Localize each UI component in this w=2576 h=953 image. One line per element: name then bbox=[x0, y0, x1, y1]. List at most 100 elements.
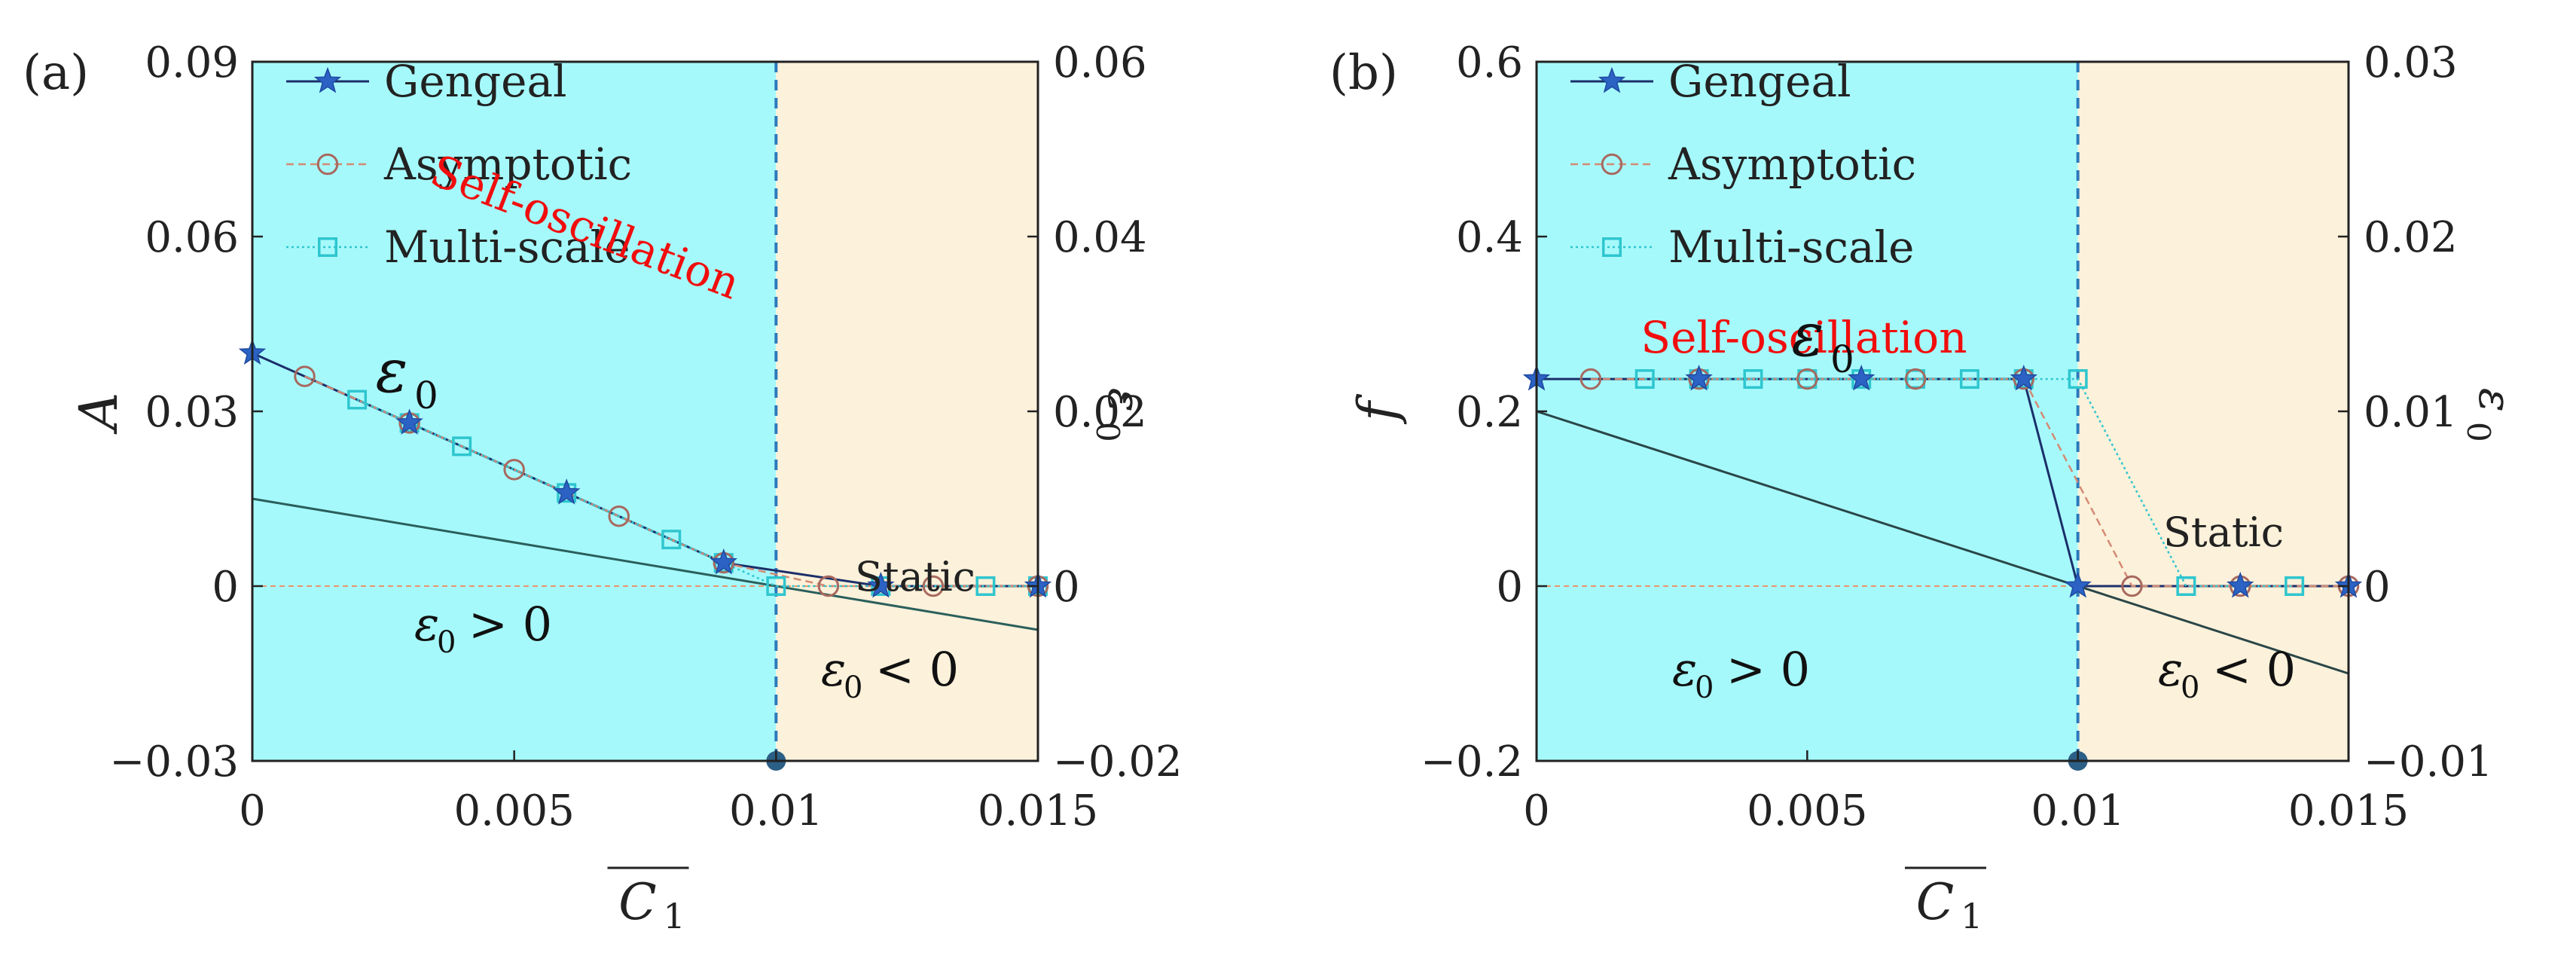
epsilon-line-label: ε bbox=[1792, 300, 1824, 370]
epsilon-line-label-subscript: 0 bbox=[414, 374, 438, 417]
x-axis-title: C bbox=[618, 873, 657, 931]
data-point-asymptotic bbox=[608, 505, 630, 527]
y-tick-label: 0.2 bbox=[1456, 388, 1523, 437]
self-oscillation-label: Self-oscillation bbox=[1641, 312, 1967, 363]
negative-condition-relation: < 0 bbox=[875, 642, 959, 697]
legend-label: Gengeal bbox=[1668, 56, 1851, 107]
y-right-title-subscript: 0 bbox=[2460, 422, 2497, 442]
x-tick-label: 0.005 bbox=[454, 787, 575, 835]
data-point-gengeal bbox=[867, 571, 895, 598]
negative-condition-relation: < 0 bbox=[2212, 642, 2296, 697]
y-right-title-symbol: ε bbox=[1097, 388, 1150, 412]
panel-label: (a) bbox=[23, 45, 89, 101]
y-tick-label: 0.03 bbox=[145, 388, 239, 437]
y-right-axis-title: ε0 bbox=[1089, 388, 1150, 442]
legend-label: Asymptotic bbox=[1668, 139, 1916, 190]
y-tick-label: 0.4 bbox=[1456, 213, 1523, 262]
legend: Gengeal Asymptotic Multi-scale bbox=[1570, 56, 1916, 273]
negative-condition-label: ε0 < 0 bbox=[2158, 642, 2296, 705]
x-axis-title-subscript: 1 bbox=[664, 896, 685, 936]
data-point-asymptotic bbox=[1904, 368, 1927, 390]
positive-condition-subscript: 0 bbox=[437, 625, 456, 660]
y-right-tick-label: 0.06 bbox=[1053, 38, 1147, 87]
y-right-tick-label: 0 bbox=[2364, 563, 2391, 612]
y-tick-label: 0 bbox=[212, 563, 239, 612]
y-tick-label: 0 bbox=[1496, 563, 1523, 612]
y-right-tick-label: 0.03 bbox=[2364, 38, 2458, 87]
data-point-gengeal bbox=[2064, 571, 2092, 598]
legend-label: Multi-scale bbox=[384, 221, 630, 273]
data-point-multi-scale bbox=[347, 389, 368, 410]
static-label: Static bbox=[855, 553, 975, 600]
data-point-gengeal bbox=[1847, 364, 1876, 391]
data-point-multi-scale bbox=[1743, 369, 1763, 389]
x-tick-label: 0 bbox=[1523, 787, 1550, 835]
x-tick-label: 0.01 bbox=[729, 787, 823, 835]
panel-label: (b) bbox=[1329, 45, 1398, 101]
data-point-asymptotic bbox=[922, 575, 945, 597]
data-point-gengeal bbox=[1685, 364, 1713, 391]
self-oscillation-region bbox=[1537, 62, 2078, 761]
data-point-asymptotic bbox=[817, 575, 840, 597]
positive-condition-subscript: 0 bbox=[1695, 670, 1714, 705]
y-right-tick-label: 0 bbox=[1053, 563, 1080, 612]
epsilon-line bbox=[252, 497, 1039, 631]
legend-marker-asymptotic bbox=[316, 153, 339, 176]
data-point-asymptotic bbox=[2121, 575, 2143, 597]
y-right-tick-label: 0.04 bbox=[1053, 213, 1147, 262]
data-point-multi-scale bbox=[1959, 369, 1979, 389]
y-right-tick-label: 0.02 bbox=[2364, 213, 2458, 262]
data-point-asymptotic bbox=[503, 459, 525, 481]
legend-marker-asymptotic bbox=[1601, 153, 1623, 176]
data-point-multi-scale bbox=[2285, 576, 2305, 596]
y-right-tick-label: 0.02 bbox=[1053, 388, 1147, 437]
data-point-multi-scale bbox=[975, 576, 996, 596]
epsilon-line-label: ε bbox=[376, 336, 408, 406]
y-right-tick-label: −0.02 bbox=[1053, 738, 1183, 787]
x-tick-label: 0.005 bbox=[1747, 787, 1867, 835]
data-point-gengeal bbox=[710, 548, 738, 575]
static-region bbox=[2077, 62, 2349, 761]
y-right-title-symbol: ε bbox=[2468, 388, 2521, 412]
legend-label: Asymptotic bbox=[383, 139, 632, 190]
legend: Gengeal Asymptotic Multi-scale bbox=[286, 56, 632, 273]
x-tick-label: 0 bbox=[239, 787, 266, 835]
positive-condition-label: ε0 > 0 bbox=[414, 597, 552, 660]
x-axis-title: C bbox=[1916, 873, 1955, 931]
negative-condition-label: ε0 < 0 bbox=[821, 642, 959, 705]
series-line-asymptotic bbox=[1590, 377, 2349, 588]
negative-condition-subscript: 0 bbox=[2181, 670, 2199, 705]
legend-label: Gengeal bbox=[384, 56, 567, 107]
legend-marker-gengeal bbox=[1598, 66, 1626, 93]
series-line-multi-scale bbox=[356, 399, 1038, 588]
static-label: Static bbox=[2163, 509, 2284, 556]
x-tick-label: 0.015 bbox=[978, 787, 1098, 835]
legend-label: Multi-scale bbox=[1668, 221, 1914, 273]
y-axis-title: f bbox=[1347, 393, 1409, 425]
data-point-gengeal bbox=[2010, 364, 2038, 391]
negative-condition-subscript: 0 bbox=[844, 670, 862, 705]
y-tick-label: 0.09 bbox=[145, 38, 239, 87]
x-tick-label: 0.01 bbox=[2031, 787, 2125, 835]
data-point-multi-scale bbox=[1634, 369, 1655, 389]
y-right-title-subscript: 0 bbox=[1089, 422, 1126, 442]
epsilon-line-label-subscript: 0 bbox=[1830, 338, 1854, 381]
data-point-gengeal bbox=[395, 408, 423, 435]
y-tick-label: 0.06 bbox=[145, 213, 239, 262]
static-region bbox=[776, 62, 1038, 761]
data-point-asymptotic bbox=[1796, 368, 1818, 390]
legend-marker-gengeal bbox=[313, 66, 342, 93]
y-tick-label: 0.6 bbox=[1456, 38, 1523, 87]
legend-marker-multi-scale bbox=[1602, 237, 1622, 257]
legend-marker-multi-scale bbox=[318, 237, 337, 257]
positive-condition-symbol: ε bbox=[1672, 642, 1697, 697]
data-point-multi-scale bbox=[452, 436, 472, 457]
y-right-axis-title: ε0 bbox=[2460, 388, 2521, 442]
y-axis-title: A bbox=[68, 393, 130, 435]
data-point-multi-scale bbox=[2176, 576, 2196, 596]
negative-condition-symbol: ε bbox=[821, 642, 846, 697]
positive-condition-relation: > 0 bbox=[1726, 642, 1810, 697]
